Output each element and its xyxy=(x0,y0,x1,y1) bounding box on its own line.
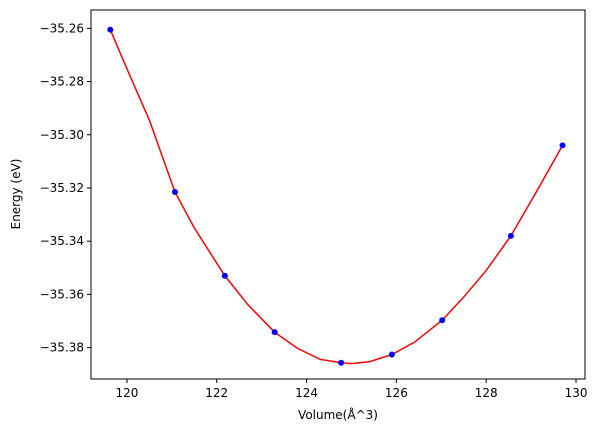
x-tick-label: 128 xyxy=(475,386,498,400)
y-tick-label: −35.28 xyxy=(40,75,84,89)
x-tick-label: 120 xyxy=(115,386,138,400)
x-axis-ticks: 120 122 124 126 128 130 xyxy=(115,379,587,400)
y-tick-label: −35.32 xyxy=(40,181,84,195)
x-tick-label: 130 xyxy=(565,386,588,400)
plot-area xyxy=(107,26,566,366)
y-axis-ticks: −35.38 −35.36 −35.34 −35.32 −35.30 −35.28 −35.… xyxy=(40,21,91,355)
data-point xyxy=(271,329,278,336)
y-tick-label: −35.36 xyxy=(40,287,84,301)
y-axis-label: Energy (eV) xyxy=(9,159,23,230)
y-tick-label: −35.30 xyxy=(40,128,84,142)
data-point xyxy=(221,272,228,279)
x-tick-label: 124 xyxy=(295,386,318,400)
data-point xyxy=(559,142,566,149)
data-point xyxy=(507,232,514,239)
y-tick-label: −35.26 xyxy=(40,21,84,35)
data-point xyxy=(171,188,178,195)
data-point xyxy=(338,359,345,366)
x-tick-label: 126 xyxy=(385,386,408,400)
data-point xyxy=(388,351,395,358)
y-tick-label: −35.34 xyxy=(40,234,84,248)
y-tick-label: −35.38 xyxy=(40,341,84,355)
data-point xyxy=(107,26,114,33)
x-axis-label: Volume(Å^3) xyxy=(298,407,378,422)
plot-frame xyxy=(90,9,586,380)
x-tick-label: 122 xyxy=(205,386,228,400)
data-point xyxy=(439,317,446,324)
